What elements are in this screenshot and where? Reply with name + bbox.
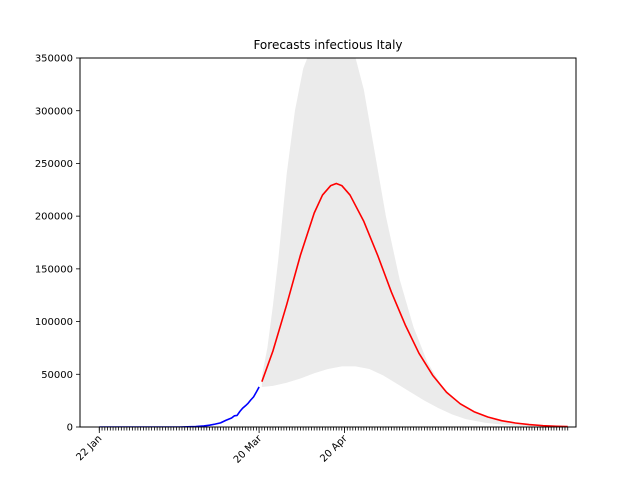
forecast-series-line [261,182,568,427]
forecast-range-band [261,58,568,427]
y-tick-label: 100000 [35,317,73,328]
chart-title: Forecasts infectious Italy [253,38,402,52]
x-minor-ticks [98,427,569,431]
y-tick-label: 50000 [41,370,73,381]
forecast-band-layer [261,58,568,427]
y-axis: 0 50000 100000 150000 200000 250000 300000 3500… [35,54,80,434]
y-tick-label: 0 [67,423,73,434]
y-tick-label: 300000 [35,106,73,117]
y-tick-label: 250000 [35,159,73,170]
y-tick-label: 350000 [35,54,73,65]
y-tick-label: 200000 [35,212,73,223]
y-tick-label: 150000 [35,264,73,275]
